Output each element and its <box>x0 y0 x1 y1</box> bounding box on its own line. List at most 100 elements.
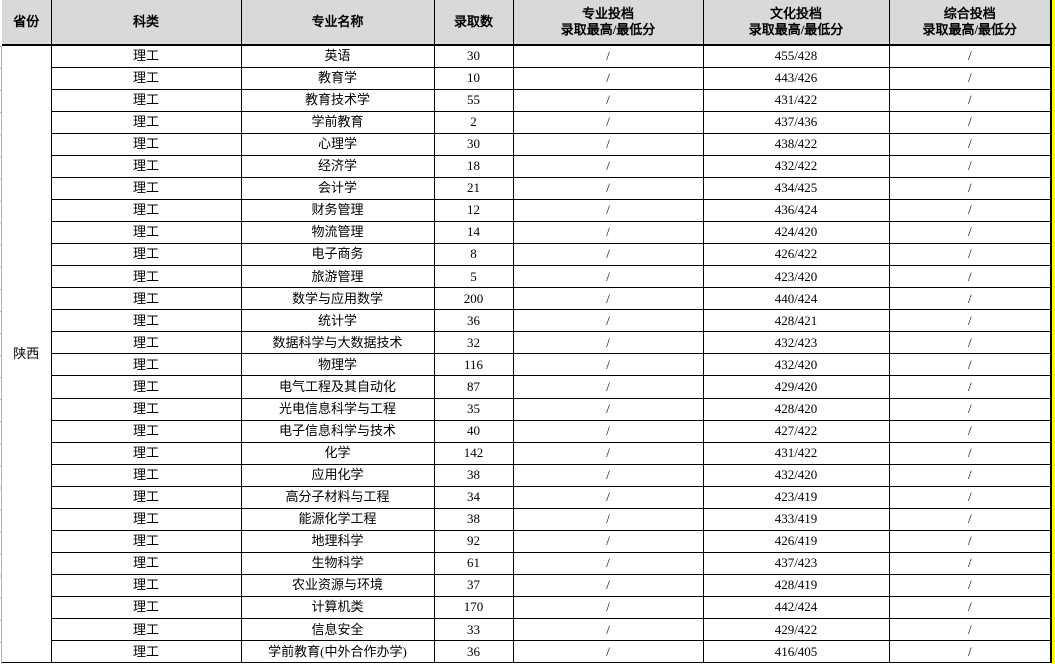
category-cell: 理工 <box>50 331 242 355</box>
table-row: 理工 教育学 10 / 443/426 / <box>2 66 1052 90</box>
table-row: 理工 学前教育 2 / 437/436 / <box>2 110 1052 134</box>
header-row: 省份 科类 专业名称 录取数 专业投档 录取最高/最低分 文化投档 录取最高/最… <box>2 0 1052 46</box>
major-score-cell: / <box>512 198 704 223</box>
culture-score-cell: 429/422 <box>702 618 890 642</box>
category-cell: 理工 <box>50 66 242 90</box>
major-score-cell: / <box>512 441 704 465</box>
table-row: 理工 财务管理 12 / 436/424 / <box>2 198 1052 223</box>
count-cell: 5 <box>433 265 514 289</box>
culture-score-cell: 442/424 <box>702 596 890 620</box>
col-header-province: 省份 <box>2 0 52 46</box>
col-header-major-file-line2: 录取最高/最低分 <box>560 22 656 37</box>
count-cell: 14 <box>433 220 514 245</box>
culture-score-cell: 432/420 <box>702 463 890 487</box>
major-score-cell: / <box>512 110 704 134</box>
count-cell: 10 <box>433 66 514 90</box>
major-cell: 会计学 <box>240 176 435 200</box>
comprehensive-score-cell: / <box>888 618 1052 642</box>
table-row: 理工 物理学 116 / 432/420 / <box>2 353 1052 377</box>
comprehensive-score-cell: / <box>888 640 1052 664</box>
culture-score-cell: 428/421 <box>702 309 890 333</box>
comprehensive-score-cell: / <box>888 66 1052 90</box>
table-row: 理工 统计学 36 / 428/421 / <box>2 309 1052 333</box>
culture-score-cell: 416/405 <box>702 640 890 664</box>
count-cell: 200 <box>433 287 514 311</box>
category-cell: 理工 <box>50 220 242 245</box>
table-row: 理工 心理学 30 / 438/422 / <box>2 132 1052 156</box>
culture-score-cell: 426/419 <box>702 529 890 553</box>
count-cell: 8 <box>433 243 514 267</box>
comprehensive-score-cell: / <box>888 573 1052 598</box>
comprehensive-score-cell: / <box>888 309 1052 333</box>
col-header-major: 专业名称 <box>240 0 435 46</box>
count-cell: 12 <box>433 198 514 223</box>
count-cell: 92 <box>433 529 514 553</box>
col-header-comprehensive-file-line1: 综合投档 <box>943 5 996 21</box>
category-cell: 理工 <box>50 618 242 642</box>
major-cell: 数学与应用数学 <box>240 287 435 311</box>
major-cell: 数据科学与大数据技术 <box>240 331 435 355</box>
culture-score-cell: 432/423 <box>702 331 890 355</box>
category-cell: 理工 <box>50 640 242 664</box>
category-cell: 理工 <box>50 375 242 399</box>
category-cell: 理工 <box>50 265 242 289</box>
culture-score-cell: 434/425 <box>702 176 890 200</box>
table-row: 理工 化学 142 / 431/422 / <box>2 441 1052 465</box>
table-row: 理工 光电信息科学与工程 35 / 428/420 / <box>2 397 1052 421</box>
comprehensive-score-cell: / <box>888 397 1052 421</box>
culture-score-cell: 429/420 <box>702 375 890 399</box>
culture-score-cell: 436/424 <box>702 198 890 223</box>
category-cell: 理工 <box>50 88 242 112</box>
culture-score-cell: 423/420 <box>702 265 890 289</box>
table-row: 理工 数据科学与大数据技术 32 / 432/423 / <box>2 331 1052 355</box>
major-score-cell: / <box>512 44 704 68</box>
major-cell: 生物科学 <box>240 551 435 576</box>
table-row: 理工 能源化学工程 38 / 433/419 / <box>2 507 1052 531</box>
table-row: 理工 信息安全 33 / 429/422 / <box>2 618 1052 642</box>
col-header-category: 科类 <box>50 0 242 46</box>
culture-score-cell: 424/420 <box>702 220 890 245</box>
culture-score-cell: 432/422 <box>702 154 890 178</box>
culture-score-cell: 433/419 <box>702 507 890 531</box>
count-cell: 38 <box>433 507 514 531</box>
comprehensive-score-cell: / <box>888 243 1052 267</box>
comprehensive-score-cell: / <box>888 198 1052 223</box>
comprehensive-score-cell: / <box>888 596 1052 620</box>
comprehensive-score-cell: / <box>888 176 1052 200</box>
table-row: 陕西 理工 英语 30 / 455/428 / <box>2 44 1052 664</box>
table-row: 理工 经济学 18 / 432/422 / <box>2 154 1052 178</box>
category-cell: 理工 <box>50 573 242 598</box>
major-cell: 物理学 <box>240 353 435 377</box>
culture-score-cell: 426/422 <box>702 243 890 267</box>
count-cell: 21 <box>433 176 514 200</box>
right-edge-yellow-strip <box>1052 0 1055 664</box>
table-row: 理工 会计学 21 / 434/425 / <box>2 176 1052 200</box>
major-cell: 教育技术学 <box>240 88 435 112</box>
major-cell: 财务管理 <box>240 198 435 223</box>
province-cell: 陕西 <box>2 44 52 664</box>
comprehensive-score-cell: / <box>888 507 1052 531</box>
count-cell: 61 <box>433 551 514 576</box>
major-score-cell: / <box>512 419 704 443</box>
col-header-major-file: 专业投档 录取最高/最低分 <box>512 0 704 46</box>
category-cell: 理工 <box>50 551 242 576</box>
major-score-cell: / <box>512 331 704 355</box>
count-cell: 38 <box>433 463 514 487</box>
count-cell: 33 <box>433 618 514 642</box>
comprehensive-score-cell: / <box>888 110 1052 134</box>
major-score-cell: / <box>512 132 704 156</box>
major-cell: 计算机类 <box>240 596 435 620</box>
category-cell: 理工 <box>50 353 242 377</box>
table-row: 理工 学前教育(中外合作办学) 36 / 416/405 / <box>2 640 1052 664</box>
category-cell: 理工 <box>50 596 242 620</box>
culture-score-cell: 443/426 <box>702 66 890 90</box>
count-cell: 116 <box>433 353 514 377</box>
category-cell: 理工 <box>50 44 242 68</box>
table-row: 理工 计算机类 170 / 442/424 / <box>2 596 1052 620</box>
col-header-major-file-line1: 专业投档 <box>581 5 634 21</box>
major-score-cell: / <box>512 485 704 509</box>
comprehensive-score-cell: / <box>888 375 1052 399</box>
major-cell: 地理科学 <box>240 529 435 553</box>
major-score-cell: / <box>512 265 704 289</box>
